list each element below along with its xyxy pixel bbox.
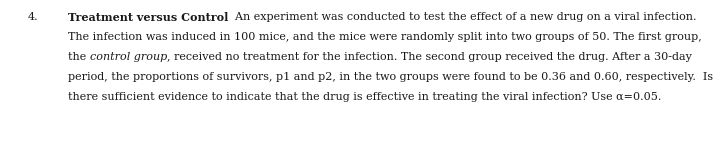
Text: Treatment versus Control: Treatment versus Control (68, 12, 228, 23)
Text: there sufficient evidence to indicate that the drug is effective in treating the: there sufficient evidence to indicate th… (68, 92, 661, 102)
Text: the: the (68, 52, 90, 62)
Text: , received no treatment for the infection. The second group received the drug. A: , received no treatment for the infectio… (167, 52, 692, 62)
Text: 4.: 4. (28, 12, 39, 22)
Text: The infection was induced in 100 mice, and the mice were randomly split into two: The infection was induced in 100 mice, a… (68, 32, 701, 42)
Text: control group: control group (90, 52, 167, 62)
Text: period, the proportions of survivors, p1 and p2, in the two groups were found to: period, the proportions of survivors, p1… (68, 72, 713, 82)
Text: An experiment was conducted to test the effect of a new drug on a viral infectio: An experiment was conducted to test the … (228, 12, 697, 22)
